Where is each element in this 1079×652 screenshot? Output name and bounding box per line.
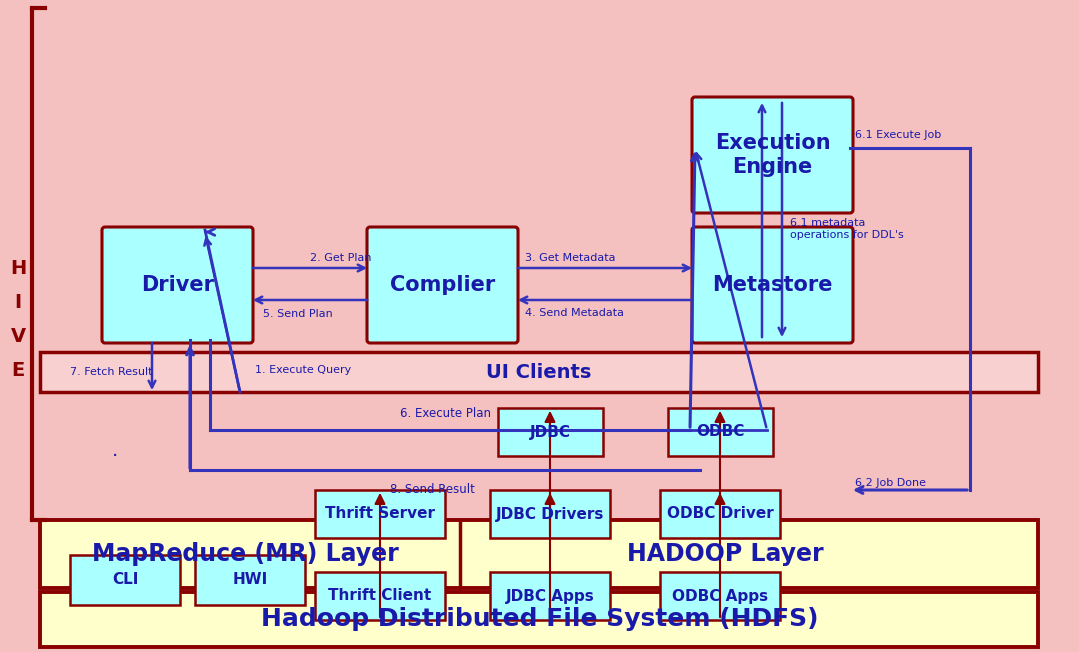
FancyBboxPatch shape bbox=[490, 572, 610, 620]
Text: Thrift Client: Thrift Client bbox=[328, 589, 432, 604]
Text: 5. Send Plan: 5. Send Plan bbox=[263, 309, 332, 319]
Text: Execution
Engine: Execution Engine bbox=[714, 134, 831, 177]
Text: JDBC Drivers: JDBC Drivers bbox=[496, 507, 604, 522]
Text: MapReduce (MR) Layer: MapReduce (MR) Layer bbox=[92, 542, 398, 566]
FancyBboxPatch shape bbox=[490, 490, 610, 538]
Text: 1. Execute Query: 1. Execute Query bbox=[255, 365, 352, 375]
Text: 6.1 metadata
operations for DDL's: 6.1 metadata operations for DDL's bbox=[790, 218, 904, 239]
FancyBboxPatch shape bbox=[498, 408, 603, 456]
Text: CLI: CLI bbox=[112, 572, 138, 587]
Text: JDBC Apps: JDBC Apps bbox=[506, 589, 595, 604]
FancyBboxPatch shape bbox=[692, 227, 853, 343]
Text: 6.1 Execute Job: 6.1 Execute Job bbox=[855, 130, 941, 140]
Text: ODBC Driver: ODBC Driver bbox=[667, 507, 774, 522]
FancyBboxPatch shape bbox=[315, 490, 445, 538]
Text: Metastore: Metastore bbox=[712, 275, 833, 295]
FancyBboxPatch shape bbox=[668, 408, 773, 456]
FancyBboxPatch shape bbox=[40, 352, 1038, 392]
FancyBboxPatch shape bbox=[195, 555, 305, 605]
Text: I: I bbox=[14, 293, 22, 312]
Text: HADOOP Layer: HADOOP Layer bbox=[627, 542, 823, 566]
FancyBboxPatch shape bbox=[660, 490, 780, 538]
Text: 2. Get Plan: 2. Get Plan bbox=[310, 253, 371, 263]
FancyBboxPatch shape bbox=[367, 227, 518, 343]
Text: ODBC: ODBC bbox=[696, 424, 745, 439]
Text: Hadoop Distributed File System (HDFS): Hadoop Distributed File System (HDFS) bbox=[261, 607, 819, 631]
Text: Driver: Driver bbox=[141, 275, 214, 295]
Text: UI Clients: UI Clients bbox=[487, 363, 591, 381]
Text: Complier: Complier bbox=[390, 275, 495, 295]
FancyBboxPatch shape bbox=[70, 555, 180, 605]
Text: 7. Fetch Result: 7. Fetch Result bbox=[70, 367, 152, 377]
Text: H: H bbox=[10, 258, 26, 278]
Text: V: V bbox=[11, 327, 26, 346]
Text: 8. Send Result: 8. Send Result bbox=[390, 483, 475, 496]
Text: JDBC: JDBC bbox=[530, 424, 571, 439]
FancyBboxPatch shape bbox=[692, 97, 853, 213]
Text: E: E bbox=[12, 361, 25, 379]
Text: 6. Execute Plan: 6. Execute Plan bbox=[400, 407, 491, 420]
Text: 4. Send Metadata: 4. Send Metadata bbox=[525, 308, 624, 318]
Text: ODBC Apps: ODBC Apps bbox=[672, 589, 768, 604]
FancyBboxPatch shape bbox=[103, 227, 252, 343]
FancyBboxPatch shape bbox=[40, 592, 1038, 647]
Text: Thrift Server: Thrift Server bbox=[325, 507, 435, 522]
FancyBboxPatch shape bbox=[40, 520, 1038, 588]
Text: 3. Get Metadata: 3. Get Metadata bbox=[525, 253, 615, 263]
FancyBboxPatch shape bbox=[660, 572, 780, 620]
Text: .: . bbox=[112, 441, 118, 460]
Text: HWI: HWI bbox=[232, 572, 268, 587]
FancyBboxPatch shape bbox=[315, 572, 445, 620]
Text: 6.2 Job Done: 6.2 Job Done bbox=[855, 478, 926, 488]
